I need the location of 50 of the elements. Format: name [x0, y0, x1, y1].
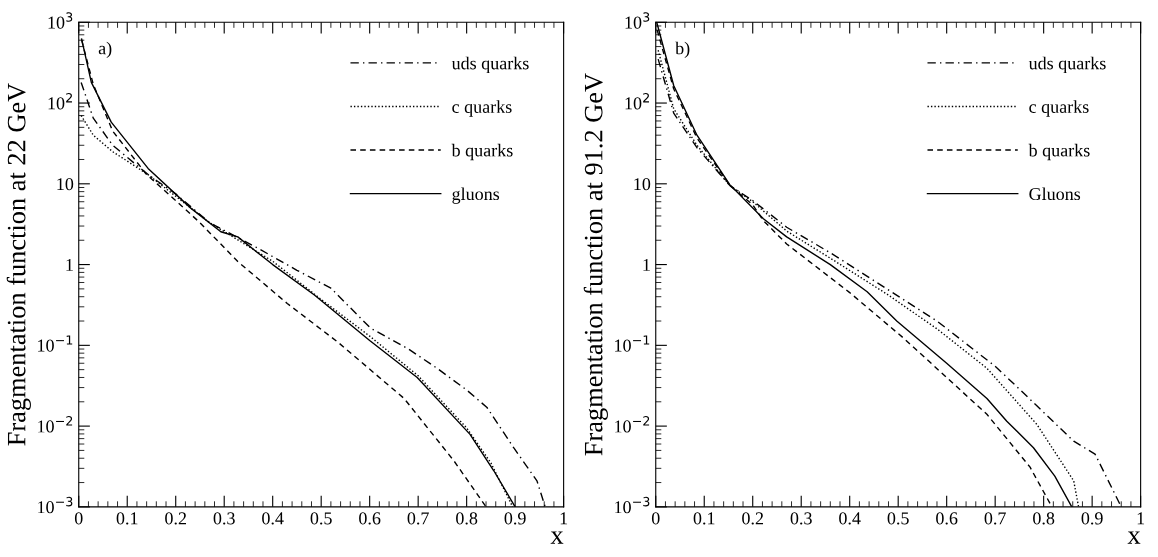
x-tick-label: 0 — [651, 512, 660, 525]
legend-label: Gluons — [1029, 187, 1081, 201]
y-tick-label: 10$^{−3}$ — [615, 496, 650, 514]
x-tick-label: 0.4 — [262, 512, 284, 525]
x-tick-label: 0.8 — [456, 512, 478, 525]
legend-label: c quarks — [452, 100, 512, 117]
y-tick-label: 10$^{3}$ — [48, 12, 73, 29]
y-tick-label: 10$^{−1}$ — [615, 335, 650, 352]
x-tick-label: 0.5 — [310, 512, 332, 525]
y-axis-title: Fragmentation function at 22 GeV — [6, 83, 31, 446]
x-tick-label: 0.2 — [165, 512, 187, 525]
x-tick-label: 0.1 — [693, 512, 715, 525]
y-tick-label: 10$^{3}$ — [625, 12, 650, 29]
y-tick-label: 10$^{−3}$ — [38, 496, 73, 514]
x-tick-label: 0.6 — [936, 512, 958, 525]
x-axis-title: x — [1127, 531, 1141, 544]
x-tick-label: 1 — [1137, 512, 1145, 525]
x-tick-label: 0.8 — [1033, 512, 1055, 525]
x-tick-label: 0 — [74, 512, 83, 525]
y-tick-label: 10$^{−1}$ — [38, 335, 73, 352]
x-tick-label: 0.6 — [359, 512, 381, 525]
x-tick-label: 0.5 — [887, 512, 909, 525]
x-tick-label: 0.9 — [504, 512, 526, 525]
y-tick-label: 1 — [66, 258, 73, 271]
x-tick-label: 0.3 — [213, 512, 235, 525]
x-tick-label: 0.1 — [116, 512, 138, 525]
x-axis-title: x — [550, 531, 564, 544]
x-tick-label: 1 — [560, 512, 568, 525]
x-tick-label: 0.2 — [742, 512, 764, 525]
legend-label: b quarks — [451, 143, 513, 161]
x-tick-label: 0.4 — [839, 512, 861, 525]
x-tick-label: 0.7 — [984, 512, 1006, 525]
y-tick-label: 10 — [634, 178, 651, 191]
y-tick-label: 1 — [643, 258, 650, 271]
y-tick-label: 10 — [57, 178, 74, 191]
legend-label: uds quarks — [1028, 56, 1106, 74]
legend-label: b quarks — [1028, 143, 1090, 161]
y-tick-label: 10$^{−2}$ — [38, 416, 73, 433]
x-tick-label: 0.3 — [790, 512, 812, 525]
y-tick-label: 10$^{−2}$ — [615, 416, 650, 433]
x-tick-label: 0.7 — [407, 512, 429, 525]
annotation: a) — [98, 41, 112, 59]
y-axis-title: Fragmentation function at 91.2 GeV — [583, 73, 608, 456]
legend-label: gluons — [452, 187, 500, 204]
x-tick-label: 0.9 — [1081, 512, 1103, 525]
legend-label: uds quarks — [451, 56, 529, 74]
y-tick-label: 10$^{2}$ — [625, 93, 649, 110]
y-tick-label: 10$^{2}$ — [48, 93, 72, 110]
legend-label: c quarks — [1029, 100, 1089, 117]
annotation: b) — [675, 41, 690, 59]
